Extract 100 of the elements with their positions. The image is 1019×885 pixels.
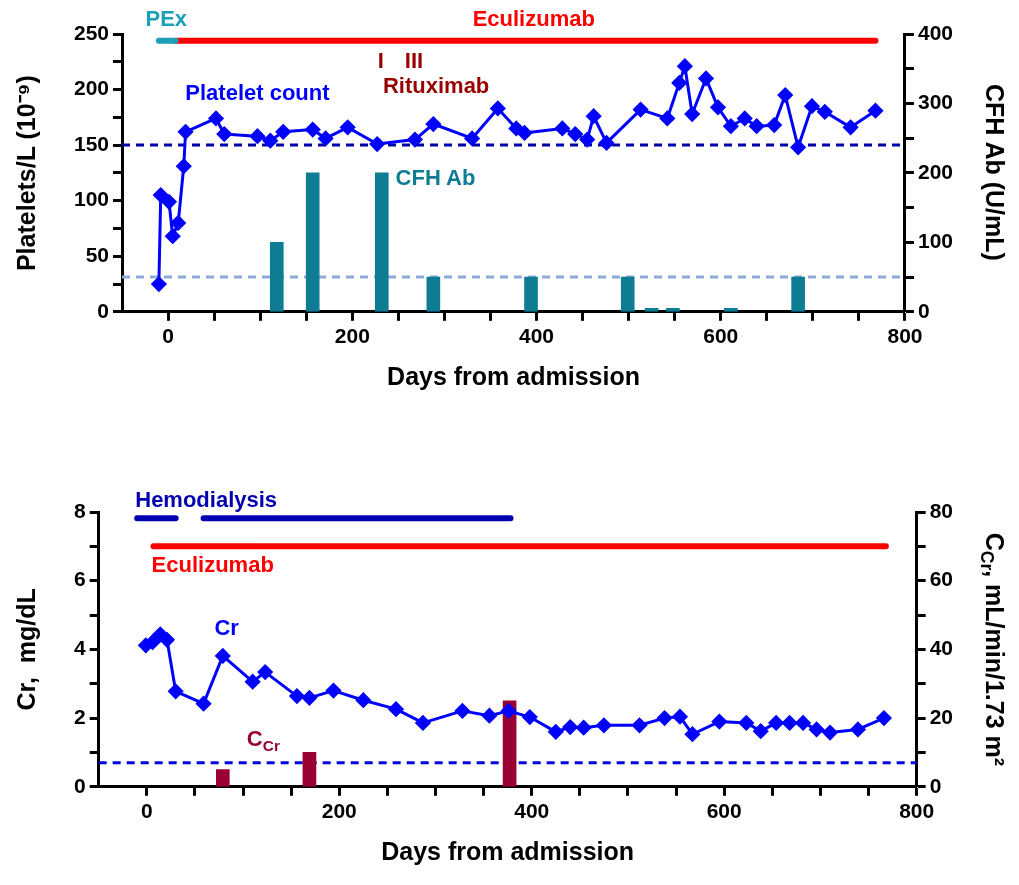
y-tick-label: 200 <box>73 76 110 100</box>
point <box>790 139 806 155</box>
point <box>586 108 602 124</box>
y-tick-label: 0 <box>73 773 86 797</box>
y2-tick-label: 40 <box>929 636 953 660</box>
point <box>809 721 825 737</box>
point <box>579 132 595 148</box>
point <box>425 116 441 132</box>
point <box>677 58 693 74</box>
point <box>817 104 833 120</box>
bar <box>426 276 441 312</box>
annotation: I <box>377 47 384 73</box>
point <box>737 110 753 126</box>
bar <box>305 172 320 312</box>
point <box>671 75 687 91</box>
point <box>415 715 431 731</box>
y2-tick-label: 60 <box>929 567 953 591</box>
y-tick-label: 8 <box>73 498 86 522</box>
point <box>369 136 385 152</box>
point <box>170 215 186 231</box>
x-tick-label: 400 <box>519 324 555 348</box>
y2-tick-label: 200 <box>917 159 954 183</box>
point <box>822 725 838 741</box>
series-label: Platelet count <box>185 80 331 106</box>
point <box>711 714 727 730</box>
point <box>168 683 184 699</box>
point <box>723 118 739 134</box>
point <box>657 710 673 726</box>
point <box>684 726 700 742</box>
x-tick-label: 800 <box>899 799 935 823</box>
x-tick-label: 600 <box>706 799 742 823</box>
point <box>215 648 231 664</box>
point <box>275 124 291 140</box>
point <box>548 724 564 740</box>
point <box>262 133 278 149</box>
point <box>454 703 470 719</box>
series-label: Hemodialysis <box>135 486 278 512</box>
point <box>599 135 615 151</box>
y-axis-title: Platelets/L (10⁻⁹) <box>11 75 40 272</box>
point <box>738 715 754 731</box>
y-tick-label: 0 <box>97 298 110 322</box>
point <box>325 683 341 699</box>
bar <box>524 276 538 312</box>
bar <box>269 242 284 312</box>
y2-tick-label: 20 <box>929 704 953 728</box>
y2-tick-label: 400 <box>917 20 954 44</box>
x-axis-title: Days from admission <box>381 836 635 865</box>
y-tick-label: 250 <box>73 20 110 44</box>
point <box>249 128 265 144</box>
point <box>777 87 793 103</box>
point <box>196 696 212 712</box>
point <box>289 688 305 704</box>
y2-tick-label: 80 <box>929 498 953 522</box>
point <box>517 125 533 141</box>
point <box>159 632 175 648</box>
x-tick-label: 400 <box>514 799 550 823</box>
point <box>596 717 612 733</box>
x-tick-label: 600 <box>703 324 739 348</box>
point <box>659 110 675 126</box>
point <box>867 103 883 119</box>
point <box>490 100 506 116</box>
y2-axis-title: CCr, mL/min/1.73 m² <box>976 532 1010 767</box>
y2-tick-label: 0 <box>917 298 930 322</box>
point <box>176 158 192 174</box>
x-tick-label: 200 <box>321 799 357 823</box>
point <box>216 126 232 142</box>
y-axis-title: Cr, mg/dL <box>11 588 40 711</box>
point <box>554 120 570 136</box>
point <box>795 715 811 731</box>
point <box>318 130 334 146</box>
point <box>145 634 161 650</box>
point <box>501 703 517 719</box>
point <box>753 723 769 739</box>
y-tick-label: 100 <box>73 187 110 211</box>
point <box>301 690 317 706</box>
point <box>153 187 169 203</box>
bar <box>620 276 635 312</box>
point <box>576 720 592 736</box>
series-label: PEx <box>145 5 188 31</box>
point <box>161 194 177 210</box>
point <box>843 119 859 135</box>
point <box>749 118 765 134</box>
bar <box>215 769 230 787</box>
x-tick-label: 0 <box>162 324 174 348</box>
y2-tick-label: 100 <box>917 229 954 253</box>
y2-tick-label: 300 <box>917 90 954 114</box>
point <box>876 710 892 726</box>
point <box>464 130 480 146</box>
point <box>710 99 726 115</box>
point <box>804 98 820 114</box>
point <box>562 719 578 735</box>
bar <box>374 172 389 312</box>
y2-tick-label: 0 <box>929 773 942 797</box>
point <box>522 709 538 725</box>
point <box>407 132 423 148</box>
x-tick-label: 200 <box>334 324 370 348</box>
point <box>355 692 371 708</box>
point <box>782 715 798 731</box>
point <box>850 721 866 737</box>
bar <box>302 752 317 787</box>
